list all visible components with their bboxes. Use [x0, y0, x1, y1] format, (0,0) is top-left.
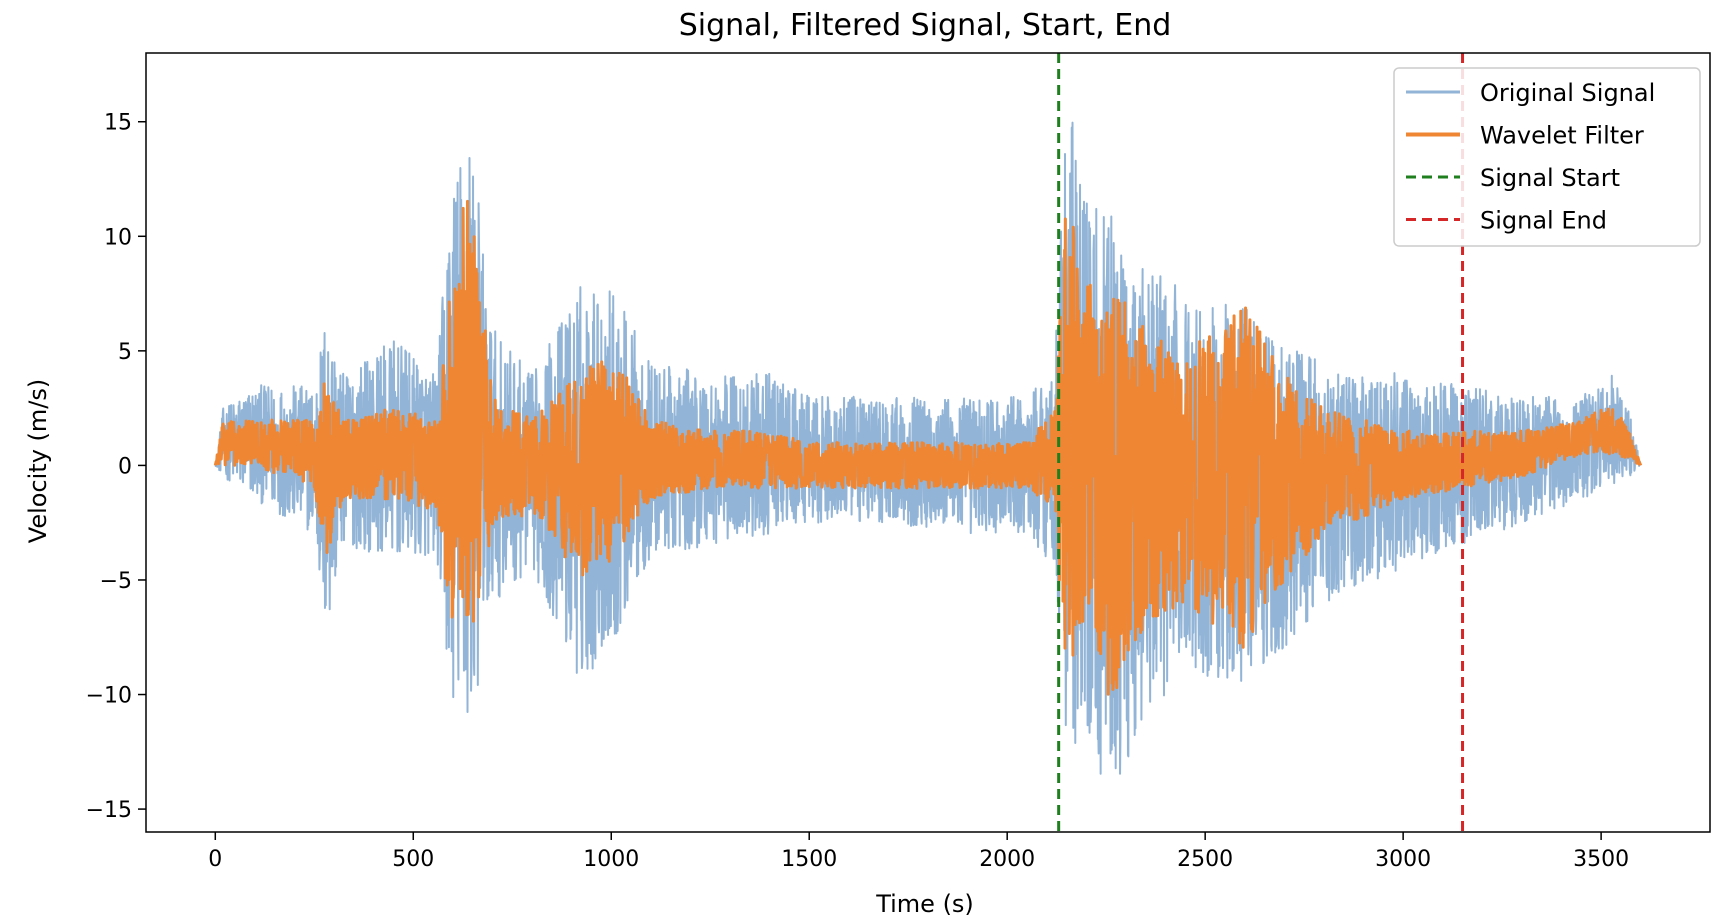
chart-title: Signal, Filtered Signal, Start, End: [679, 8, 1172, 43]
series-layer: [213, 121, 1643, 775]
y-tick-label: −15: [86, 798, 132, 823]
series-line-wavelet-filter: [213, 199, 1643, 696]
x-tick-label: 2000: [979, 847, 1035, 872]
legend-label: Original Signal: [1480, 79, 1655, 107]
y-tick-label: 5: [118, 340, 132, 365]
legend-label: Signal End: [1480, 207, 1607, 235]
y-tick-label: 15: [104, 111, 132, 136]
x-tick-label: 3500: [1573, 847, 1629, 872]
x-axis-label: Time (s): [875, 890, 974, 918]
x-tick-label: 3000: [1375, 847, 1431, 872]
y-axis-ticks: −15 −10 −5 0 5 10 15: [86, 111, 146, 823]
x-tick-label: 500: [392, 847, 434, 872]
legend: Original Signal Wavelet Filter Signal Star…: [1393, 67, 1701, 247]
x-tick-label: 1500: [781, 847, 837, 872]
y-axis-label: Velocity (m/s): [24, 379, 52, 543]
x-tick-label: 1000: [583, 847, 639, 872]
legend-box: [1393, 67, 1701, 247]
y-tick-label: −10: [86, 684, 132, 709]
legend-label: Signal Start: [1480, 164, 1620, 192]
plot-area-frame: [145, 52, 1711, 833]
x-tick-label: 2500: [1177, 847, 1233, 872]
y-tick-label: −5: [100, 569, 132, 594]
legend-label: Wavelet Filter: [1480, 122, 1644, 150]
x-tick-label: 0: [208, 847, 222, 872]
y-tick-label: 10: [104, 225, 132, 250]
y-tick-label: 0: [118, 454, 132, 479]
x-axis-ticks: 0 500 1000 1500 2000 2500 3000 3500: [208, 832, 1629, 872]
